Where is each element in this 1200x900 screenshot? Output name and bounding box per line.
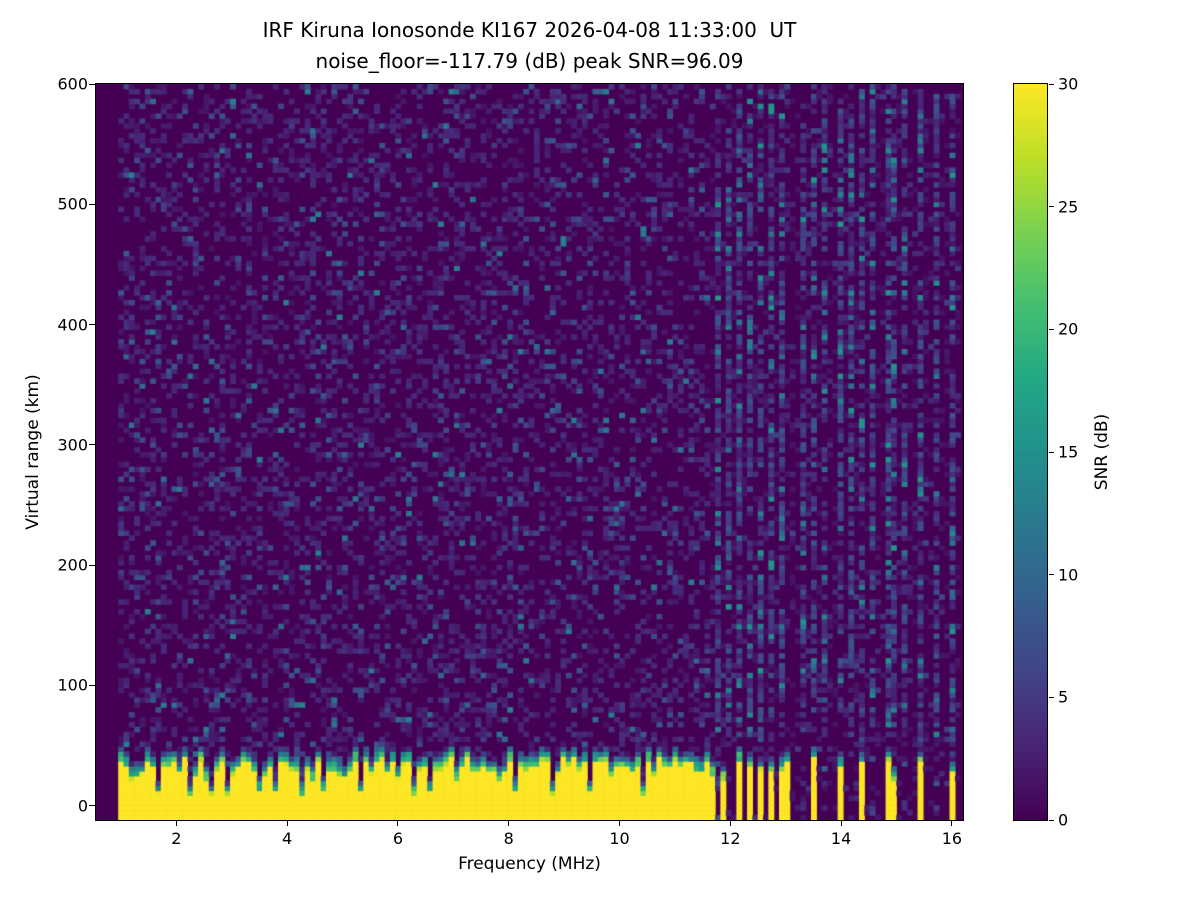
y-tick-mark bbox=[89, 684, 95, 686]
y-tick-label: 200 bbox=[57, 555, 88, 575]
x-tick-mark bbox=[840, 821, 842, 826]
x-tick-mark bbox=[729, 821, 731, 826]
x-tick-mark bbox=[619, 821, 621, 826]
y-tick-mark bbox=[89, 324, 95, 326]
x-tick-label: 10 bbox=[609, 829, 630, 848]
colorbar-tick-label: 10 bbox=[1058, 565, 1079, 585]
chart-title: IRF Kiruna Ionosonde KI167 2026-04-08 11… bbox=[262, 18, 797, 42]
colorbar-tick-label: 25 bbox=[1058, 197, 1079, 217]
chart-subtitle: noise_floor=-117.79 (dB) peak SNR=96.09 bbox=[315, 49, 744, 73]
colorbar-tick-mark bbox=[1049, 328, 1054, 330]
y-tick-label: 600 bbox=[57, 74, 88, 94]
y-tick-mark bbox=[89, 83, 95, 85]
y-tick-mark bbox=[89, 444, 95, 446]
x-tick-label: 8 bbox=[503, 829, 514, 848]
y-tick-label: 0 bbox=[77, 796, 88, 816]
y-tick-mark bbox=[89, 564, 95, 566]
y-tick-label: 400 bbox=[57, 315, 88, 335]
x-tick-label: 16 bbox=[941, 829, 963, 848]
colorbar-canvas bbox=[1013, 83, 1048, 821]
colorbar-tick-mark bbox=[1049, 83, 1054, 85]
x-tick-label: 2 bbox=[171, 829, 182, 848]
y-tick-mark bbox=[89, 203, 95, 205]
colorbar-tick-label: 15 bbox=[1058, 442, 1079, 462]
y-tick-label: 300 bbox=[57, 435, 88, 455]
colorbar-tick-mark bbox=[1049, 696, 1054, 698]
y-tick-mark bbox=[89, 805, 95, 807]
colorbar-tick-mark bbox=[1049, 819, 1054, 821]
x-tick-mark bbox=[397, 821, 399, 826]
x-axis-label: Frequency (MHz) bbox=[458, 854, 601, 874]
x-tick-mark bbox=[286, 821, 288, 826]
y-tick-label: 100 bbox=[57, 675, 88, 695]
colorbar-tick-mark bbox=[1049, 574, 1054, 576]
x-tick-label: 14 bbox=[830, 829, 852, 848]
colorbar-tick-mark bbox=[1049, 451, 1054, 453]
colorbar-tick-label: 5 bbox=[1058, 687, 1069, 707]
colorbar-tick-label: 0 bbox=[1058, 810, 1069, 830]
x-tick-mark bbox=[951, 821, 953, 826]
x-tick-label: 12 bbox=[720, 829, 741, 848]
colorbar-label: SNR (dB) bbox=[1092, 413, 1112, 491]
colorbar-tick-label: 20 bbox=[1058, 319, 1079, 339]
colorbar-tick-mark bbox=[1049, 206, 1054, 208]
x-tick-mark bbox=[175, 821, 177, 826]
x-tick-mark bbox=[508, 821, 510, 826]
colorbar-tick-label: 30 bbox=[1058, 74, 1079, 94]
x-tick-label: 4 bbox=[282, 829, 293, 848]
y-tick-label: 500 bbox=[57, 194, 88, 214]
heatmap-canvas bbox=[95, 83, 964, 821]
x-tick-label: 6 bbox=[392, 829, 404, 848]
